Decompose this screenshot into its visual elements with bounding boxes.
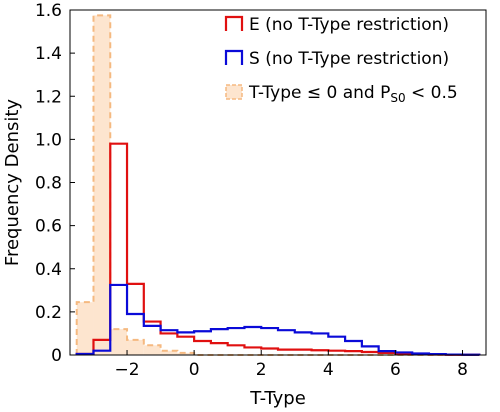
y-tick-label: 1.2 — [35, 87, 62, 107]
y-tick-label: 0.8 — [35, 174, 62, 194]
legend-handle — [224, 49, 244, 65]
legend-handle — [224, 15, 244, 31]
x-tick-label: 8 — [457, 360, 468, 380]
legend-label: S (no T-Type restriction) — [249, 49, 449, 69]
restricted-bar — [93, 15, 111, 355]
series-s-step — [75, 283, 481, 356]
legend-label: T-Type ≤ 0 and PS0 < 0.5 — [248, 83, 458, 105]
x-tick-label: 6 — [390, 360, 401, 380]
legend-handle — [225, 84, 243, 100]
x-tick-label: 2 — [256, 360, 267, 380]
y-tick-label: 0.4 — [35, 260, 62, 280]
y-tick-label: 1.0 — [35, 130, 62, 150]
legend-label: E (no T-Type restriction) — [249, 15, 449, 35]
restricted-bar — [177, 352, 195, 355]
ticks-layer: −2 0 2 4 6 8 0 0.2 0.4 0.6 0.8 1.0 1.2 1.4 1.6 — [35, 1, 468, 380]
x-tick-label: −2 — [115, 360, 140, 380]
x-axis-label: T-Type — [249, 388, 306, 409]
restricted-bar — [110, 329, 128, 355]
y-tick-label: 0 — [51, 346, 62, 366]
x-tick-label: 0 — [189, 360, 200, 380]
legend: E (no T-Type restriction) S (no T-Type re… — [224, 15, 458, 105]
y-tick-label: 0.2 — [35, 303, 62, 323]
y-tick-label: 0.6 — [35, 217, 62, 237]
restricted-bar — [127, 339, 144, 355]
restricted-bar — [143, 345, 161, 355]
x-tick-label: 4 — [323, 360, 334, 380]
y-axis-label: Frequency Density — [2, 99, 23, 266]
y-tick-label: 1.6 — [35, 1, 62, 21]
y-tick-label: 1.4 — [35, 44, 62, 64]
restricted-bar — [160, 350, 178, 355]
restricted-bar — [76, 302, 94, 355]
series-e-step — [75, 142, 481, 356]
